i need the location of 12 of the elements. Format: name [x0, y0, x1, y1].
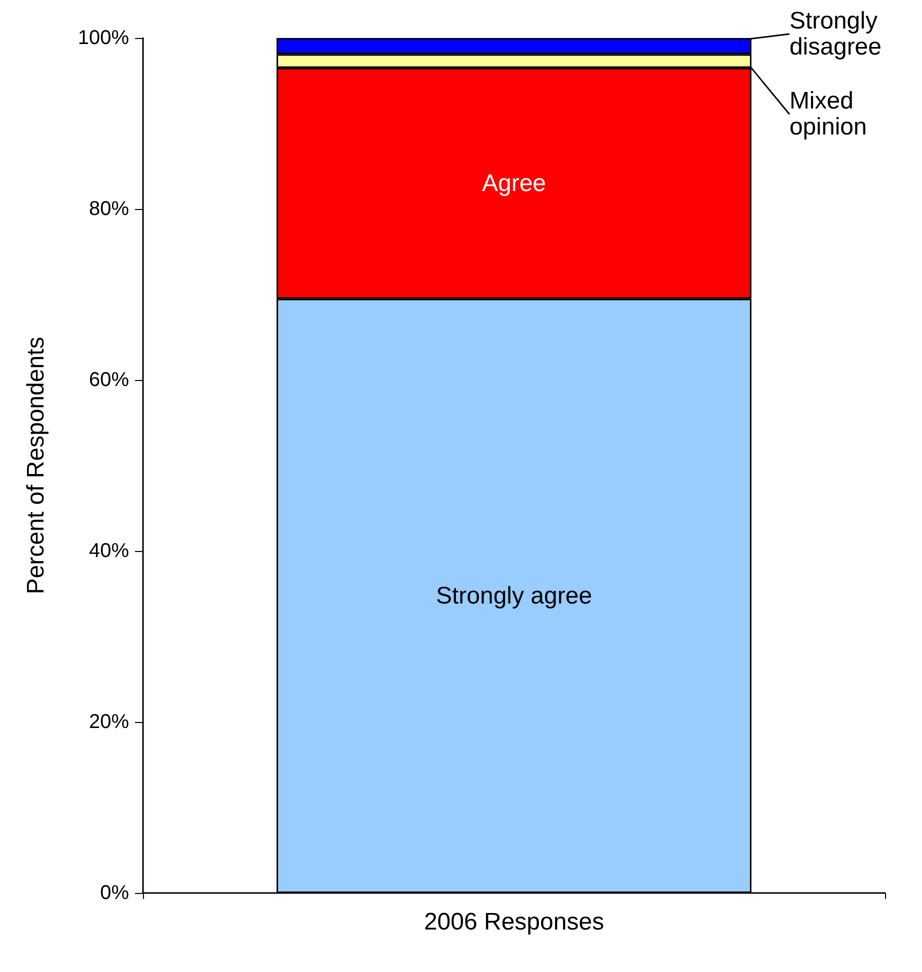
series-label: Agree — [482, 170, 546, 197]
y-tick-label: 60% — [88, 369, 130, 391]
y-tick-label: 40% — [88, 540, 130, 562]
legend-label: Mixed opinion — [789, 88, 867, 141]
y-tick-label: 100% — [78, 27, 130, 49]
y-tick-label: 0% — [100, 882, 130, 904]
y-tick-label: 80% — [88, 198, 130, 220]
series-label: Strongly agree — [436, 582, 592, 610]
y-axis-title: Percent of Respondents — [22, 336, 50, 594]
y-tick-label: 20% — [88, 711, 130, 733]
legend-label: Strongly disagree — [789, 8, 884, 60]
x-tick-label: 2006 Responses — [424, 908, 604, 936]
